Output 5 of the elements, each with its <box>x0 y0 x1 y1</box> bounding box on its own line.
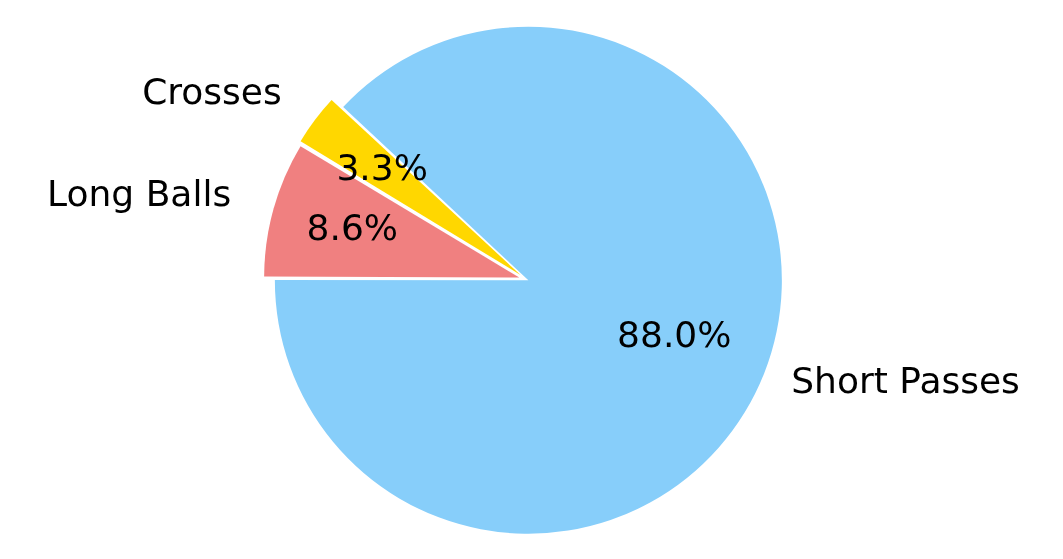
slice-label: Crosses <box>142 71 282 113</box>
data-label: 88.0% <box>617 314 732 356</box>
slice-label: Short Passes <box>791 360 1020 402</box>
data-label: 8.6% <box>306 207 399 249</box>
slice-label: Long Balls <box>47 173 232 215</box>
